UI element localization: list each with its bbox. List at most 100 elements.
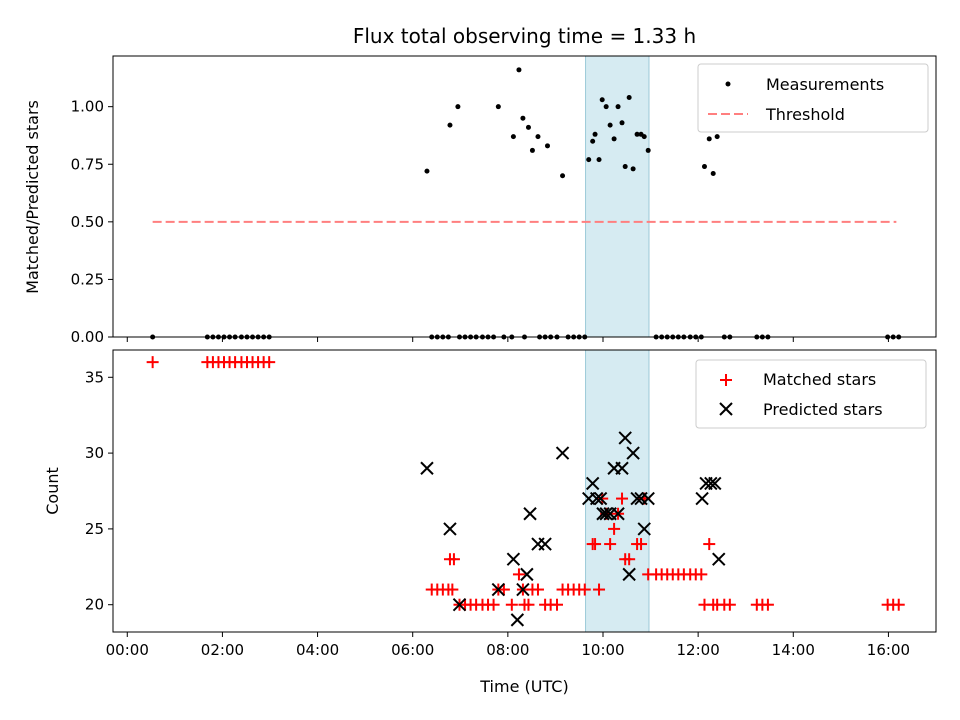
y-tick-label: 25 (85, 520, 104, 538)
bottom-points-group (146, 356, 905, 627)
measurement-point (714, 134, 720, 140)
matched-point (531, 583, 544, 596)
bottom-shaded-band (585, 349, 650, 633)
chart-title: Flux total observing time = 1.33 h (353, 24, 696, 48)
predicted-point (599, 507, 613, 521)
predicted-point (443, 522, 457, 536)
matched-point (761, 598, 774, 611)
matched-point (596, 492, 609, 505)
x-tick-label: 00:00 (106, 641, 149, 659)
top-x-axis (126, 337, 889, 342)
matched-point (578, 583, 591, 596)
x-tick-label: 12:00 (677, 641, 720, 659)
matched-point (593, 583, 606, 596)
bottom-panel: 20 25 30 35 00:00 02:00 04:00 06:00 08:00 10:00 1… (43, 349, 937, 696)
y-tick-label: 0.25 (71, 270, 104, 288)
top-panel: 0.00 0.25 0.50 0.75 1.00 Matched/Predicted s… (23, 55, 937, 346)
measurement-point (706, 136, 712, 142)
top-y-axis-label: Matched/Predicted stars (23, 100, 42, 294)
predicted-point (589, 491, 604, 506)
measurement-point (560, 173, 566, 179)
predicted-point (637, 522, 651, 536)
measurement-point (622, 164, 628, 170)
predicted-point (491, 582, 506, 597)
legend-label-measurements: Measurements (766, 75, 884, 94)
bottom-legend: Matched stars Predicted stars (695, 359, 927, 429)
measurement-point (710, 170, 716, 176)
matched-point (497, 583, 510, 596)
matched-point (703, 538, 716, 551)
measurement-point (590, 138, 596, 144)
x-tick-label: 08:00 (486, 641, 529, 659)
measurement-point (510, 134, 516, 140)
x-tick-label: 06:00 (391, 641, 434, 659)
predicted-point (641, 491, 655, 506)
predicted-point (538, 537, 552, 551)
bottom-x-axis: 00:00 02:00 04:00 06:00 08:00 10:00 12:00 14:00… (106, 632, 910, 659)
legend-label-threshold: Threshold (765, 105, 845, 124)
measurement-point (615, 104, 621, 110)
matched-point (446, 583, 459, 596)
measurement-point (641, 134, 647, 140)
bottom-legend-box (695, 359, 927, 429)
matched-point (512, 568, 525, 581)
measurement-point (516, 67, 522, 73)
measurement-point (424, 168, 430, 174)
measurement-point (626, 94, 632, 100)
matched-point (447, 553, 460, 566)
matched-point (505, 598, 518, 611)
measurement-point (455, 104, 461, 110)
y-tick-label: 0.50 (71, 213, 104, 231)
matched-point (608, 522, 621, 535)
measurement-point (619, 120, 625, 126)
y-tick-label: 0.00 (71, 328, 104, 346)
measurement-point (535, 134, 541, 140)
matched-point (635, 538, 648, 551)
legend-marker-predicted (719, 402, 733, 416)
legend-marker-measurements (725, 81, 731, 87)
top-axes-frame (112, 55, 937, 338)
matched-point (263, 356, 276, 369)
top-legend-box (697, 63, 929, 133)
matched-point (487, 598, 500, 611)
predicted-point (452, 598, 467, 612)
legend-label-predicted: Predicted stars (763, 400, 883, 419)
top-shaded-band (585, 55, 650, 338)
measurement-point (592, 131, 598, 137)
y-tick-label: 0.75 (71, 155, 104, 173)
matched-point (723, 598, 736, 611)
predicted-point (622, 567, 636, 582)
x-tick-label: 02:00 (201, 641, 244, 659)
predicted-point (510, 613, 525, 627)
x-tick-label: 04:00 (296, 641, 339, 659)
top-y-axis: 0.00 0.25 0.50 0.75 1.00 (71, 98, 113, 346)
matched-point (589, 538, 602, 551)
measurement-point (603, 104, 609, 110)
predicted-point (615, 461, 629, 475)
matched-point (604, 538, 617, 551)
predicted-point (704, 476, 718, 491)
measurement-point (596, 157, 602, 163)
predicted-point (520, 567, 534, 582)
bottom-y-axis-label: Count (43, 467, 62, 515)
legend-marker-matched (720, 374, 732, 386)
measurement-point (634, 131, 640, 137)
measurement-point (586, 157, 592, 163)
x-tick-label: 16:00 (867, 641, 910, 659)
predicted-point (593, 491, 608, 506)
x-axis-label: Time (UTC) (479, 677, 568, 696)
top-legend: Measurements Threshold (697, 63, 929, 133)
predicted-point (611, 507, 625, 521)
matched-point (623, 553, 636, 566)
predicted-point (516, 582, 530, 597)
matched-point (695, 568, 708, 581)
predicted-point (712, 552, 726, 566)
measurement-point (447, 122, 453, 128)
predicted-point (506, 552, 521, 566)
predicted-point (708, 476, 722, 491)
measurement-point (599, 97, 605, 103)
bottom-y-axis: 20 25 30 35 (85, 368, 113, 614)
measurement-point (529, 147, 535, 153)
x-tick-label: 10:00 (581, 641, 624, 659)
